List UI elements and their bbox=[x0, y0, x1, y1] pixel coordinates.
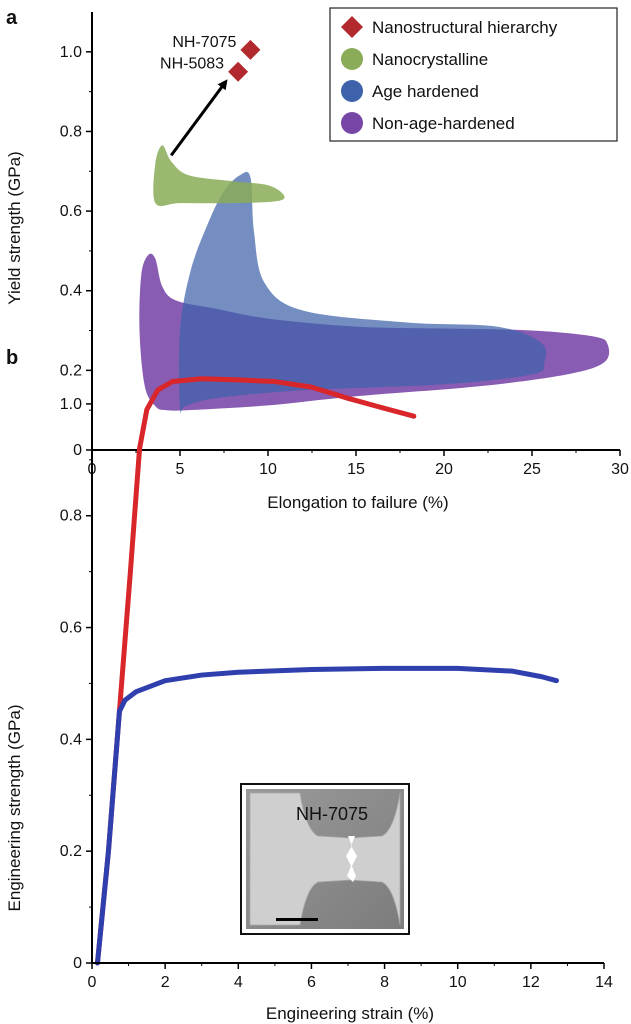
chart-b: 0 2 4 6 8 10 12 14 0 0.2 0.4 0.6 0.8 1.0 Engineering … bbox=[5, 348, 613, 1023]
chart-a-y-tick-label: 0.4 bbox=[60, 283, 82, 300]
chart-b-ylabel: Engineering strength (GPa) bbox=[5, 705, 24, 912]
chart-b-lines bbox=[94, 376, 559, 966]
chart-a-points: NH-7075 NH-5083 bbox=[160, 34, 261, 82]
chart-b-y-tick-label: 1.0 bbox=[60, 396, 82, 413]
legend-frame bbox=[329, 7, 618, 142]
curve-nh-7075 bbox=[94, 376, 417, 966]
chart-a-ylabel: Yield strength (GPa) bbox=[5, 151, 24, 304]
chart-b-axes: 0 2 4 6 8 10 12 14 0 0.2 0.4 0.6 0.8 1.0 bbox=[60, 348, 613, 991]
chart-a-xlabel: Elongation to failure (%) bbox=[267, 493, 448, 512]
chart-a-y-tick-label: 0.6 bbox=[60, 203, 82, 220]
specimen-shape bbox=[249, 792, 401, 926]
improvement-arrow bbox=[169, 79, 228, 157]
chart-b-x-tick-label: 6 bbox=[307, 974, 316, 991]
chart-b-x-tick-label: 14 bbox=[595, 974, 613, 991]
legend-label: Nanostructural hierarchy bbox=[372, 18, 558, 37]
specimen-fracture bbox=[346, 836, 357, 882]
point-nh-5083 bbox=[228, 61, 249, 82]
region-nanocrystalline bbox=[153, 145, 285, 207]
chart-b-x-tick-label: 12 bbox=[522, 974, 540, 991]
chart-b-x-tick-label: 4 bbox=[234, 974, 243, 991]
legend-swatch-circle bbox=[341, 112, 363, 134]
specimen-inset: NH-7075 bbox=[240, 783, 410, 935]
region-age-hardened bbox=[178, 171, 547, 414]
legend-label: Non-age-hardened bbox=[372, 114, 515, 133]
point-label-nh-7075: NH-7075 bbox=[172, 34, 236, 51]
chart-a-x-tick-label: 10 bbox=[259, 461, 277, 478]
curve-reference bbox=[94, 665, 559, 966]
chart-a-x-tick-label: 20 bbox=[435, 461, 453, 478]
chart-b-y-tick-label: 0.8 bbox=[60, 508, 82, 525]
chart-b-x-tick-label: 8 bbox=[380, 974, 389, 991]
point-label-nh-5083: NH-5083 bbox=[160, 56, 224, 73]
legend-swatch-diamond bbox=[341, 16, 363, 38]
chart-b-x-tick-label: 10 bbox=[449, 974, 467, 991]
chart-a-y-tick-label: 0 bbox=[73, 442, 82, 459]
inset-label: NH-7075 bbox=[296, 804, 368, 824]
chart-a-y-tick-label: 1.0 bbox=[60, 44, 82, 61]
chart-a-arrow-layer bbox=[169, 79, 228, 157]
chart-a-legend: Nanostructural hierarchy Nanocrystalline A… bbox=[329, 7, 618, 142]
panel-b-letter: b bbox=[6, 347, 18, 369]
chart-b-y-tick-label: 0 bbox=[73, 955, 82, 972]
legend-swatch-circle bbox=[341, 80, 363, 102]
chart-b-y-tick-label: 0.6 bbox=[60, 620, 82, 637]
chart-a-x-tick-label: 25 bbox=[523, 461, 541, 478]
legend-label: Nanocrystalline bbox=[372, 50, 488, 69]
chart-a-x-tick-label: 15 bbox=[347, 461, 365, 478]
chart-b-xlabel: Engineering strain (%) bbox=[266, 1004, 434, 1023]
scale-bar bbox=[276, 918, 318, 921]
chart-a-x-tick-label: 30 bbox=[611, 461, 629, 478]
chart-b-y-tick-label: 0.4 bbox=[60, 731, 82, 748]
chart-b-x-tick-label: 0 bbox=[88, 974, 97, 991]
chart-a-y-tick-label: 0.8 bbox=[60, 123, 82, 140]
legend-swatch-circle bbox=[341, 48, 363, 70]
chart-b-y-tick-label: 0.2 bbox=[60, 843, 82, 860]
legend-label: Age hardened bbox=[372, 82, 479, 101]
chart-a-y-tick-label: 0.2 bbox=[60, 362, 82, 379]
chart-b-x-tick-label: 2 bbox=[161, 974, 170, 991]
panel-a-letter: a bbox=[6, 7, 18, 29]
point-nh-7075 bbox=[240, 39, 261, 60]
chart-a-regions bbox=[139, 145, 610, 414]
chart-a-x-tick-label: 5 bbox=[176, 461, 185, 478]
